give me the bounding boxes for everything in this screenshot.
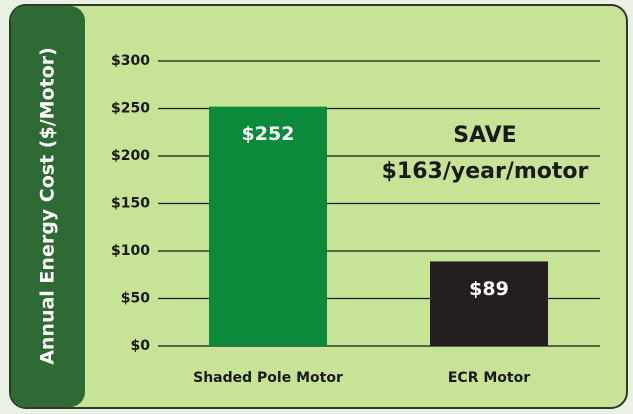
chart: Annual Energy Cost ($/Motor) $0 $50 $100 $1… — [0, 0, 633, 414]
x-tick-label: ECR Motor — [448, 370, 530, 386]
annotation: $163/year/motor — [382, 159, 589, 184]
y-tick-label: $0 — [131, 338, 151, 354]
y-tick-label: $50 — [121, 291, 150, 307]
annotation: SAVE — [453, 123, 516, 148]
y-tick-label: $150 — [111, 196, 150, 212]
value-label: $89 — [469, 278, 509, 300]
y-tick-label: $100 — [111, 243, 150, 259]
x-tick-label: Shaded Pole Motor — [193, 370, 343, 386]
y-tick-label: $200 — [111, 148, 150, 164]
page: Annual Energy Cost ($/Motor) $0 $50 $100 $1… — [0, 0, 633, 414]
y-tick-label: $250 — [111, 101, 150, 117]
y-tick-label: $300 — [111, 53, 150, 69]
y-axis-label: Annual Energy Cost ($/Motor) — [37, 47, 59, 365]
value-label: $252 — [242, 123, 295, 145]
bar — [430, 261, 548, 346]
